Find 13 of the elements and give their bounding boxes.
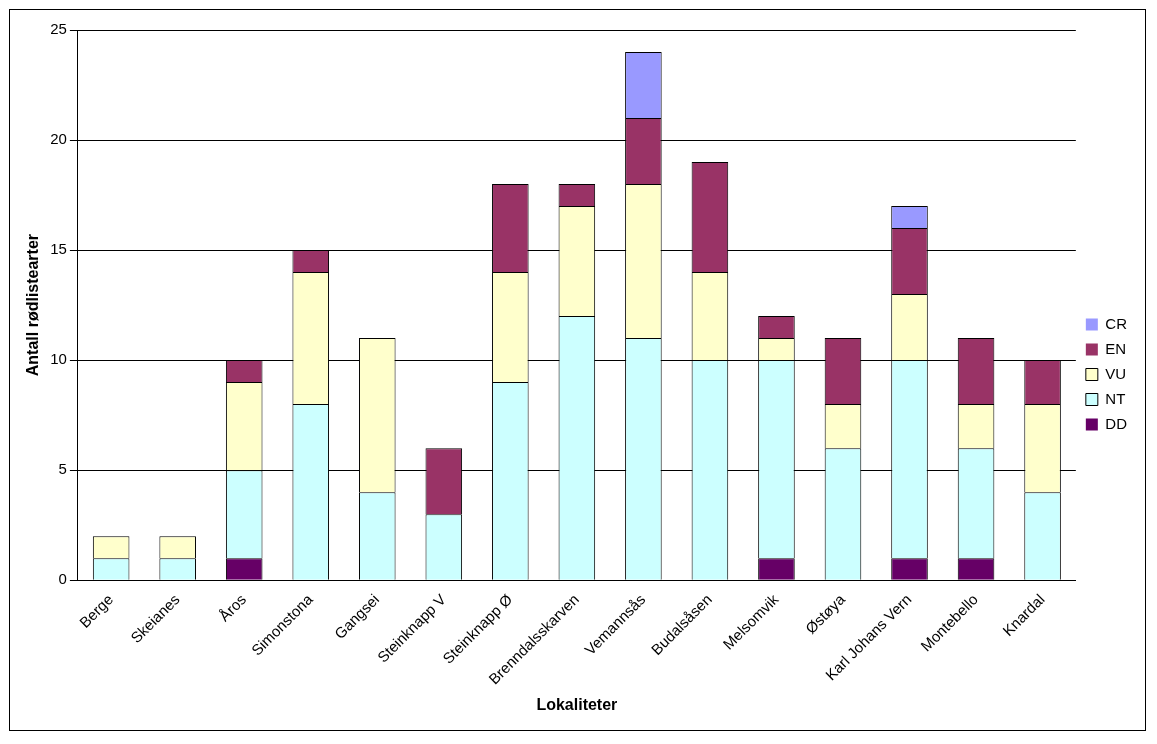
- legend-label: NT: [1105, 389, 1126, 407]
- y-tick-label: 25: [50, 20, 67, 38]
- legend-label: VU: [1105, 364, 1127, 382]
- legend-label: CR: [1105, 314, 1128, 332]
- y-tick-label: 15: [50, 240, 67, 258]
- y-tick-label: 0: [58, 570, 67, 588]
- legend-label: DD: [1105, 414, 1128, 432]
- y-tick-label: 5: [58, 460, 67, 478]
- y-tick-label: 10: [50, 350, 67, 368]
- y-axis-title: Antall rødlistearter: [24, 233, 42, 377]
- y-tick-label: 20: [50, 130, 67, 148]
- x-axis-title: Lokaliteter: [536, 695, 618, 713]
- legend-label: EN: [1105, 339, 1127, 357]
